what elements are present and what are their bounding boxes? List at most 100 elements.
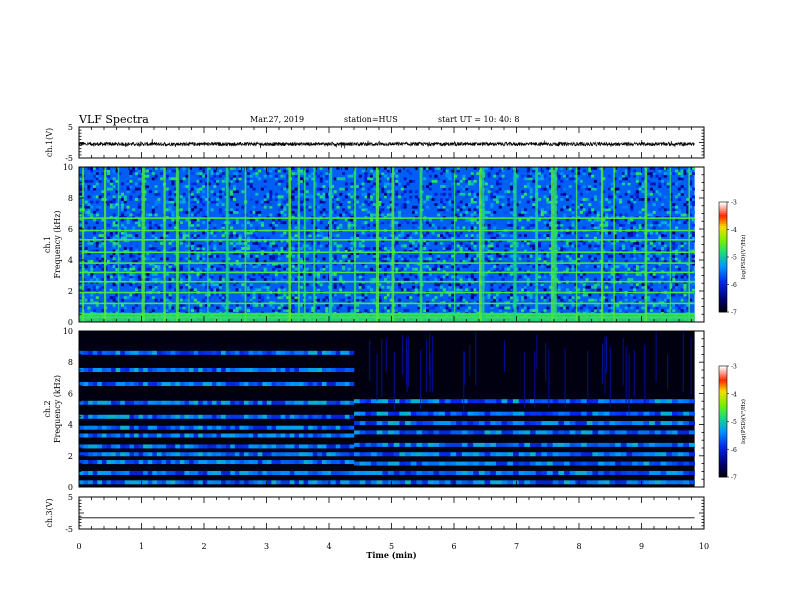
ch2-spectral-band bbox=[349, 480, 355, 485]
ch1-spectrogram-cell bbox=[216, 174, 220, 178]
ch1-spectrogram-cell bbox=[518, 275, 522, 279]
ch1-spectrogram-cell bbox=[395, 187, 399, 191]
ch1-spectrogram-cell bbox=[403, 303, 407, 307]
ch1-spectrogram-cell bbox=[680, 275, 684, 279]
ch1-spectrogram-cell bbox=[686, 205, 690, 209]
ch1-spectrogram-cell bbox=[666, 296, 670, 300]
ch1-spectrogram-cell bbox=[658, 236, 662, 240]
ch1-spectrogram-cell bbox=[635, 306, 639, 310]
ch1-spectrogram-cell bbox=[213, 288, 217, 292]
ch1-spectrogram-cell bbox=[630, 208, 634, 212]
ch1-spectrogram-cell bbox=[563, 213, 567, 217]
ch1-spectrogram-cell bbox=[577, 296, 581, 300]
ch1-spectrogram-cell bbox=[543, 210, 547, 214]
ch1-spectrogram-cell bbox=[515, 296, 519, 300]
ch1-spectrogram-cell bbox=[633, 226, 637, 230]
ch1-spectrogram-cell bbox=[501, 267, 505, 271]
ch1-spectrogram-cell bbox=[560, 198, 564, 201]
ch1-spectrogram-cell bbox=[658, 298, 662, 302]
ch1-spectrogram-cell bbox=[210, 218, 214, 222]
ch1-spectrogram-cell bbox=[272, 239, 276, 243]
ch1-spectrogram-cell bbox=[370, 218, 374, 222]
ch1-spectrogram-cell bbox=[372, 234, 376, 238]
ch1-spectrogram-cell bbox=[235, 241, 239, 245]
ch1-spectrogram-cell bbox=[504, 267, 508, 271]
ch1-spectrogram-cell bbox=[232, 252, 237, 256]
ch1-spectrogram-cell bbox=[196, 257, 200, 261]
ch1-spectrogram-cell bbox=[378, 272, 382, 276]
ch1-spectrogram-cell bbox=[79, 223, 83, 227]
ch1-spectrogram-cell bbox=[579, 254, 583, 258]
ch2-spectral-band bbox=[303, 480, 309, 485]
ch1-spectrogram-cell bbox=[467, 306, 472, 310]
ch1-spectrogram-cell bbox=[157, 200, 161, 204]
ch1-spectrogram-cell bbox=[666, 309, 670, 312]
ch1-spectrogram-cell bbox=[241, 257, 245, 261]
ch1-spectrogram-cell bbox=[319, 234, 323, 238]
ch1-spectrogram-cell bbox=[470, 174, 474, 178]
ch1-spectrogram-cell bbox=[101, 262, 105, 266]
ch1-spectrogram-cell bbox=[260, 200, 264, 204]
ch1-spectrogram-cell bbox=[154, 306, 158, 310]
ch1-spectrogram-cell bbox=[269, 303, 273, 307]
ch1-spectrogram-cell bbox=[134, 260, 139, 263]
ch1-spectrogram-cell bbox=[624, 265, 628, 269]
ch1-spectrogram-cell bbox=[568, 303, 572, 307]
ch1-spectrogram-cell bbox=[174, 262, 178, 266]
ch1-spectrogram-cell bbox=[526, 182, 530, 186]
ch1-spectrogram-cell bbox=[675, 169, 679, 173]
ch1-spectrogram-cell bbox=[308, 285, 312, 289]
ch2-spectral-band bbox=[253, 460, 259, 465]
ch1-spectrogram-cell bbox=[325, 174, 329, 178]
ch1-spectrogram-cell bbox=[325, 309, 329, 312]
ch1-spectrogram-cell bbox=[316, 187, 320, 191]
ch1-spectrogram-cell bbox=[381, 190, 385, 194]
ch1-spectrogram-cell bbox=[160, 241, 164, 245]
ch1-spectrogram-cell bbox=[120, 241, 125, 245]
ch1-spectrogram-cell bbox=[274, 285, 278, 289]
ch1-spectrogram-cell bbox=[473, 244, 477, 248]
ch1-spectrogram-cell bbox=[378, 208, 382, 212]
ch1-spectrogram-cell bbox=[148, 249, 153, 253]
ch1-spectrogram-cell bbox=[266, 293, 270, 297]
ch1-spectrogram-cell bbox=[252, 205, 256, 209]
ch1-spectrogram-cell bbox=[605, 221, 609, 225]
ch1-spectrogram-cell bbox=[305, 283, 309, 287]
ch1-spectrogram-cell bbox=[591, 257, 595, 261]
ch1-spectrogram-cell bbox=[350, 210, 354, 214]
ch1-spectrogram-cell bbox=[680, 247, 684, 250]
ch1-spectrogram-cell bbox=[596, 213, 600, 217]
ch1-spectrogram-cell bbox=[356, 249, 360, 253]
ch1-spectrogram-cell bbox=[316, 272, 320, 276]
ch1-spectral-line bbox=[79, 217, 695, 219]
ch1-spectrogram-cell bbox=[523, 210, 528, 214]
ch1-spectrogram-cell bbox=[101, 218, 105, 222]
ch1-spectrogram-cell bbox=[263, 278, 267, 281]
ch1-sferic-burst bbox=[104, 167, 107, 322]
ch1-spectrogram-cell bbox=[258, 169, 262, 173]
ch1-spectrogram-cell bbox=[109, 296, 113, 300]
ch1-spectrogram-cell bbox=[453, 262, 458, 266]
ch1-spectrogram-cell bbox=[675, 275, 679, 279]
ch1-spectrogram-cell bbox=[495, 252, 500, 256]
ch1-spectrogram-cell bbox=[193, 205, 197, 209]
ch1-spectrogram-cell bbox=[607, 260, 611, 263]
ch1-spectrogram-cell bbox=[269, 241, 273, 245]
ch1-spectrogram-cell bbox=[274, 182, 278, 186]
ch1-spectrogram-cell bbox=[403, 257, 407, 261]
ch1-spectrogram-cell bbox=[129, 252, 133, 256]
ch1-spectrogram-cell bbox=[619, 226, 623, 230]
ch1-spectrogram-cell bbox=[459, 200, 463, 204]
ch1-spectrogram-cell bbox=[381, 218, 385, 222]
ch1-spectrogram-cell bbox=[179, 283, 183, 287]
ch2-spectral-band bbox=[193, 460, 199, 465]
ch1-spectrogram-cell bbox=[263, 247, 267, 250]
ch2-spectral-band bbox=[156, 480, 162, 485]
ch1-spectrogram-cell bbox=[509, 285, 514, 289]
ch1-spectrogram-cell bbox=[593, 198, 597, 201]
ch1-spectrogram-cell bbox=[501, 283, 505, 287]
ch1-spectrogram-cell bbox=[467, 262, 472, 266]
ch1-spectrogram-cell bbox=[255, 288, 259, 292]
ch1-spectrogram-cell bbox=[160, 236, 164, 240]
ch1-spectrogram-cell bbox=[451, 169, 455, 173]
